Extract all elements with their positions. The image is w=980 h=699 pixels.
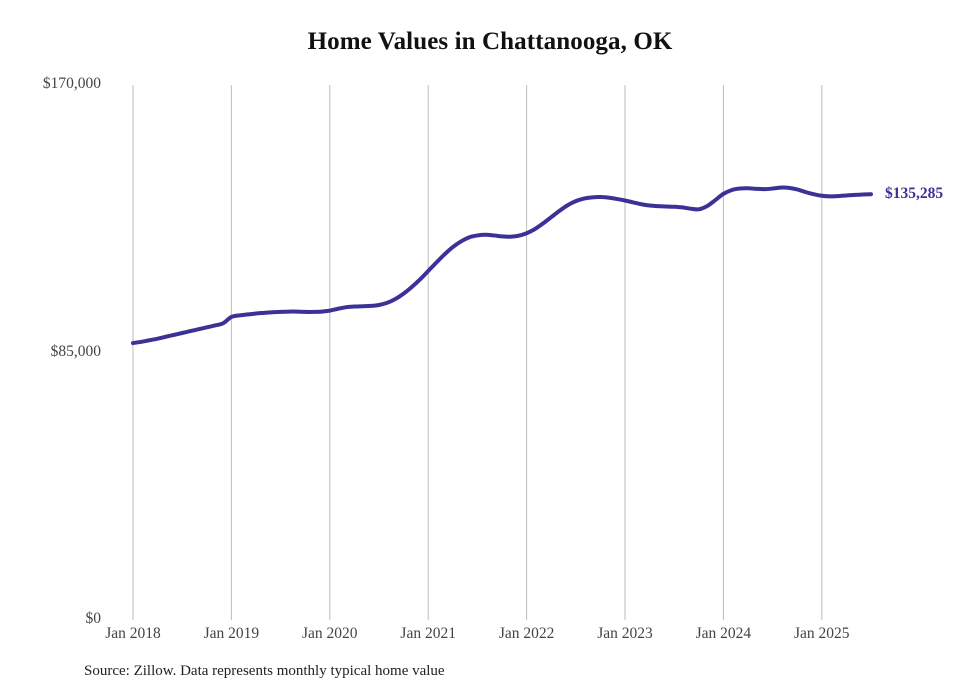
page-title: Home Values in Chattanooga, OK [307, 28, 673, 55]
x-axis-tick-label: Jan 2023 [597, 625, 653, 642]
x-axis-tick-label: Jan 2020 [302, 625, 358, 642]
x-axis-tick-label: Jan 2018 [105, 625, 161, 642]
x-axis-tick-label: Jan 2022 [498, 625, 555, 642]
x-axis-tick-label: Jan 2025 [794, 625, 850, 642]
x-axis-tick-label: Jan 2021 [400, 625, 456, 642]
y-axis-tick-label: $85,000 [50, 342, 101, 360]
value-line [131, 185, 873, 346]
end-value-label: $135,285 [885, 185, 944, 203]
source-note: Source: Zillow. Data represents monthly … [84, 663, 445, 679]
y-axis-tick-label: $170,000 [42, 75, 101, 92]
x-axis-tick-label: Jan 2024 [695, 625, 752, 642]
y-axis-tick-label: $0 [85, 610, 102, 627]
x-axis-tick-label: Jan 2019 [203, 625, 260, 642]
